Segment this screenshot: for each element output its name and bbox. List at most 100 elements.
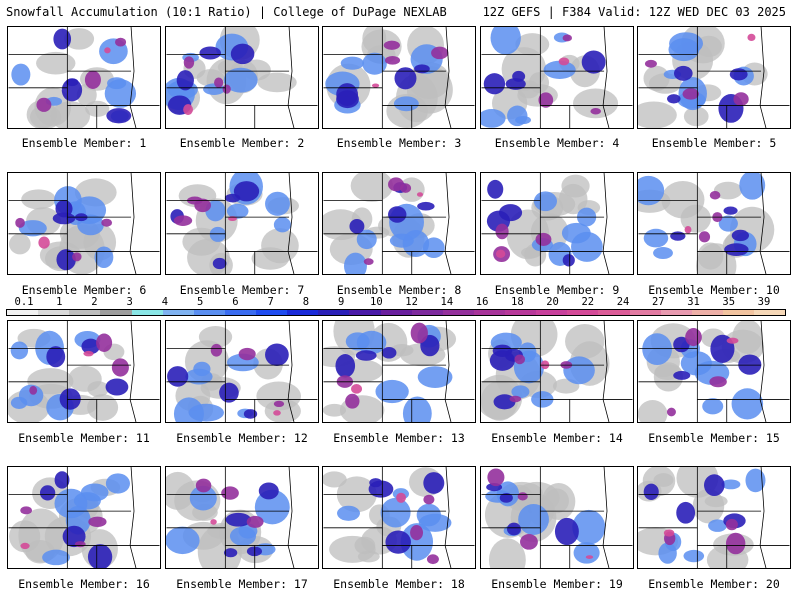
- snowfall-area: [85, 101, 109, 117]
- snowfall-area: [396, 493, 406, 503]
- snowfall-map: [166, 173, 318, 274]
- snowfall-map: [8, 467, 160, 568]
- snowfall-map: [323, 27, 475, 128]
- colorbar-label: 35: [722, 296, 735, 308]
- snowfall-area: [423, 495, 434, 505]
- snowfall-map: [8, 27, 160, 128]
- snowfall-area: [189, 404, 224, 422]
- snowfall-area: [72, 252, 81, 261]
- snowfall-area: [704, 474, 725, 496]
- ensemble-member-map: [322, 172, 476, 275]
- colorbar-label: 12: [405, 296, 418, 308]
- snowfall-area: [36, 98, 51, 112]
- colorbar-swatch: [412, 310, 443, 315]
- colorbar-label: 16: [476, 296, 489, 308]
- snowfall-area: [582, 51, 606, 74]
- snowfall-area: [88, 517, 106, 527]
- snowfall-area: [174, 215, 192, 226]
- snowfall-area: [747, 34, 755, 41]
- colorbar-swatch: [7, 310, 38, 315]
- ensemble-member-map: [165, 320, 319, 423]
- snowfall-map: [8, 173, 160, 274]
- snowfall-area: [419, 514, 452, 532]
- colorbar-label: 31: [687, 296, 700, 308]
- colorbar-swatch: [194, 310, 225, 315]
- snowfall-area: [104, 47, 110, 53]
- colorbar-label: 39: [758, 296, 771, 308]
- snowfall-area: [210, 519, 216, 525]
- snowfall-area: [664, 529, 675, 536]
- snowfall-area: [644, 484, 659, 500]
- snowfall-area: [709, 376, 726, 387]
- snowfall-area: [507, 523, 521, 536]
- snowfall-map: [481, 467, 633, 568]
- snowfall-area: [414, 64, 430, 73]
- snowfall-area: [571, 232, 603, 262]
- snowfall-area: [183, 104, 193, 115]
- snowfall-area: [732, 388, 764, 419]
- snowfall-map: [323, 321, 475, 422]
- snowfall-area: [427, 554, 439, 564]
- snowfall-area: [239, 348, 256, 360]
- snowfall-area: [323, 404, 346, 417]
- ensemble-member-label: Ensemble Member: 17: [163, 577, 321, 591]
- snowfall-area: [518, 492, 528, 500]
- colorbar-label: 10: [370, 296, 383, 308]
- snowfall-area: [518, 504, 549, 535]
- snowfall-area: [101, 219, 112, 227]
- snowfall-area: [698, 243, 724, 270]
- snowfall-area: [349, 219, 364, 234]
- snowfall-map: [166, 321, 318, 422]
- snowfall-area: [536, 233, 552, 246]
- ensemble-member-map: [480, 466, 634, 569]
- snowfall-area: [394, 96, 419, 111]
- colorbar-swatch: [661, 310, 692, 315]
- colorbar: [6, 309, 786, 316]
- snowfall-map: [166, 27, 318, 128]
- ensemble-member-label: Ensemble Member: 16: [5, 577, 163, 591]
- snowfall-area: [685, 226, 692, 233]
- snowfall-map: [638, 467, 790, 568]
- snowfall-area: [670, 231, 685, 240]
- snowfall-area: [563, 35, 572, 42]
- snowfall-area: [512, 71, 525, 82]
- snowfall-area: [730, 68, 748, 80]
- ensemble-member-label: Ensemble Member: 6: [5, 283, 163, 297]
- colorbar-swatch: [536, 310, 567, 315]
- colorbar-swatch: [567, 310, 598, 315]
- colorbar-label: 6: [232, 296, 238, 308]
- colorbar-label: 4: [162, 296, 168, 308]
- snowfall-area: [274, 217, 291, 232]
- snowfall-area: [417, 192, 423, 197]
- snowfall-area: [244, 409, 257, 419]
- snowfall-area: [29, 386, 37, 395]
- snowfall-area: [112, 358, 129, 376]
- ensemble-member-map: [322, 26, 476, 129]
- snowfall-area: [496, 224, 509, 240]
- colorbar-label: 1: [56, 296, 62, 308]
- snowfall-area: [106, 378, 129, 395]
- snowfall-area: [685, 328, 702, 346]
- snowfall-area: [106, 108, 131, 123]
- snowfall-area: [490, 350, 515, 371]
- colorbar-swatch: [754, 310, 785, 315]
- colorbar-swatch: [225, 310, 256, 315]
- snowfall-area: [561, 175, 589, 198]
- snowfall-area: [364, 258, 374, 265]
- ensemble-member-map: [480, 320, 634, 423]
- snowfall-area: [385, 56, 400, 65]
- colorbar-label: 27: [652, 296, 665, 308]
- colorbar-label: 7: [267, 296, 273, 308]
- snowfall-area: [15, 218, 25, 228]
- snowfall-area: [669, 32, 703, 55]
- snowfall-area: [166, 527, 200, 554]
- snowfall-area: [674, 66, 693, 81]
- snowfall-area: [357, 331, 387, 354]
- snowfall-area: [351, 384, 362, 394]
- snowfall-map: [166, 467, 318, 568]
- colorbar-swatch: [287, 310, 318, 315]
- snowfall-area: [261, 228, 299, 263]
- ensemble-member-label: Ensemble Member: 14: [478, 431, 636, 445]
- colorbar-label: 2: [91, 296, 97, 308]
- ensemble-member-label: Ensemble Member: 2: [163, 136, 321, 150]
